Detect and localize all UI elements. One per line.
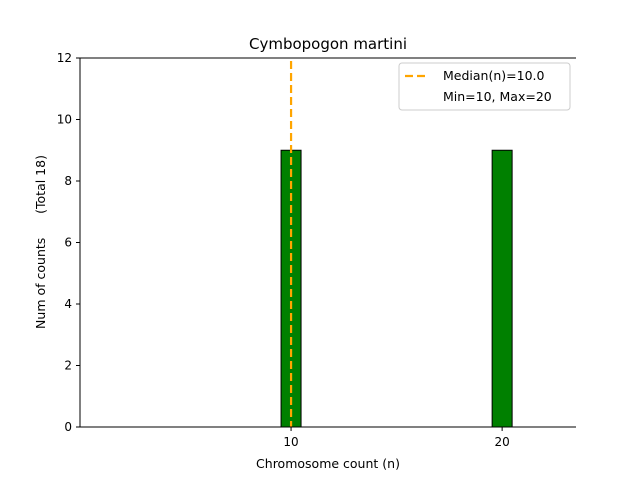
y-tick-label: 8 [64,174,72,188]
bar-20 [491,149,513,428]
legend-entry-median: Median(n)=10.0 [443,68,544,83]
x-tick-label: 10 [283,435,298,449]
y-tick-label: 2 [64,359,72,373]
y-axis-label: Num of counts (Total 18) [33,155,48,329]
x-tick-label: 20 [494,435,509,449]
y-tick-label: 12 [57,51,72,65]
y-tick-label: 4 [64,297,72,311]
legend: Median(n)=10.0 Min=10, Max=20 [398,62,571,111]
y-tick-label: 0 [64,420,72,434]
plot-area: 0 2 4 6 8 10 12 10 20 [57,51,576,449]
chart-title: Cymbopogon martini [249,35,407,53]
x-axis-label: Chromosome count (n) [256,456,400,471]
legend-entry-range: Min=10, Max=20 [443,89,552,104]
y-tick-label: 10 [57,113,72,127]
y-tick-label: 6 [64,236,72,250]
legend-box [398,62,571,111]
